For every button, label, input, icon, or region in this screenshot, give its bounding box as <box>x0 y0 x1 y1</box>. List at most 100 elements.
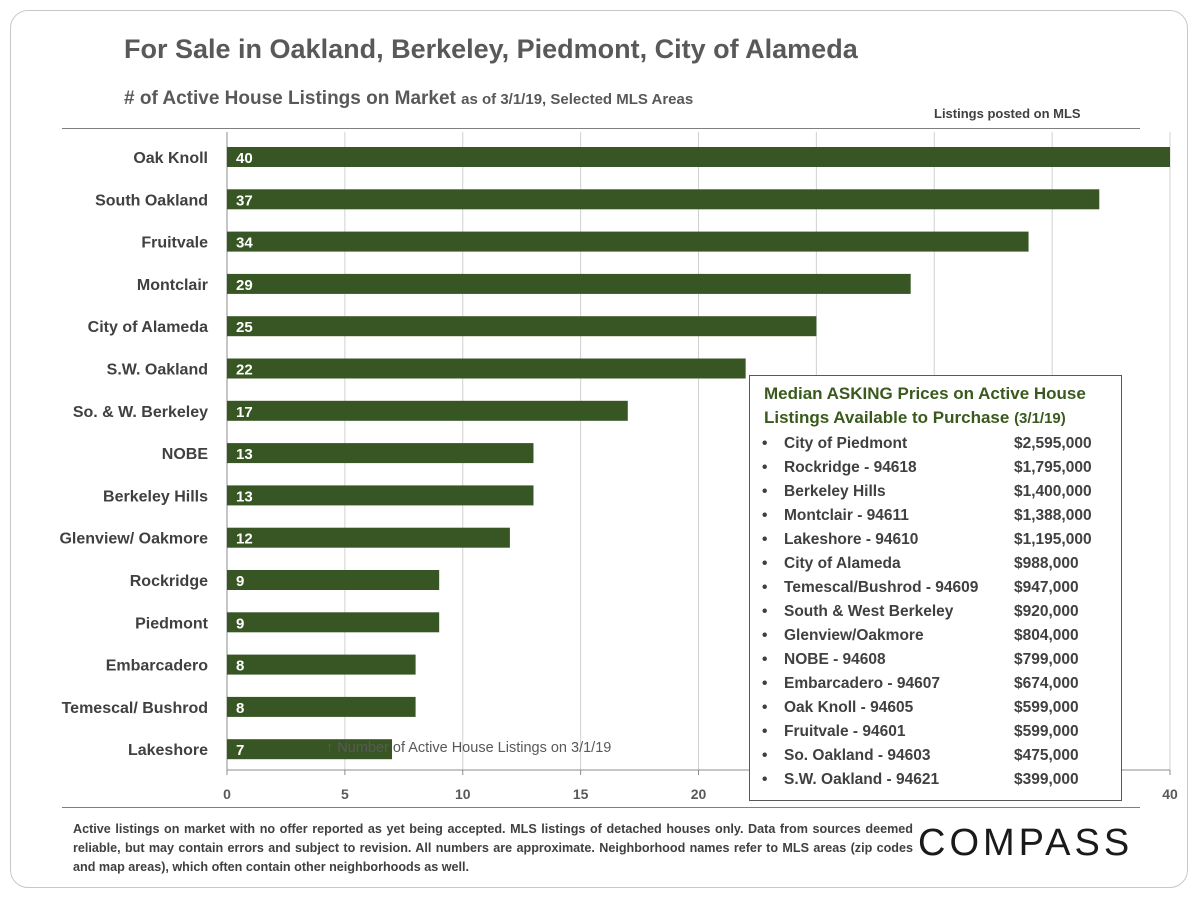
price-list-item: • S.W. Oakland - 94621 $399,000 <box>762 768 1113 792</box>
bullet-icon: • <box>762 627 768 644</box>
bullet-icon: • <box>762 651 768 668</box>
compass-logo: COMPASS <box>918 822 1134 864</box>
median-price: $1,388,000 <box>1014 507 1092 524</box>
category-label: Piedmont <box>135 615 209 632</box>
bullet-icon: • <box>762 483 768 500</box>
bullet-icon: • <box>762 435 768 452</box>
area-name: Oak Knoll - 94605 <box>784 699 914 716</box>
bullet-icon: • <box>762 771 768 788</box>
bar <box>227 570 440 590</box>
bar-value-label: 40 <box>236 150 253 167</box>
price-list-item: • Montclair - 94611 $1,388,000 <box>762 504 1113 528</box>
bar-value-label: 37 <box>236 192 253 209</box>
bar <box>227 443 534 464</box>
median-price-date: (3/1/19) <box>1014 410 1066 427</box>
median-price: $399,000 <box>1014 771 1079 788</box>
bar <box>227 358 746 379</box>
area-name: City of Piedmont <box>784 435 908 452</box>
median-price: $1,195,000 <box>1014 531 1092 548</box>
bar-value-label: 9 <box>236 615 244 632</box>
bars: 40 37 34 29 25 22 17 13 13 12 9 9 8 8 7 <box>227 147 1170 760</box>
posted-note: Listings posted on MLS <box>934 106 1081 121</box>
bar-value-label: 29 <box>236 277 253 294</box>
bullet-icon: • <box>762 699 768 716</box>
price-list-item: • Embarcadero - 94607 $674,000 <box>762 672 1113 696</box>
bar-value-label: 34 <box>236 235 253 252</box>
chart-annotation: ↑ Number of Active House Listings on 3/1… <box>326 740 611 756</box>
area-name: Embarcadero - 94607 <box>784 675 940 692</box>
bullet-icon: • <box>762 723 768 740</box>
median-price: $920,000 <box>1014 603 1079 620</box>
area-name: Temescal/Bushrod - 94609 <box>784 579 979 596</box>
x-tick-label: 20 <box>691 786 707 802</box>
category-label: Oak Knoll <box>133 150 208 167</box>
area-name: S.W. Oakland - 94621 <box>784 771 940 788</box>
category-label: Rockridge <box>130 573 208 590</box>
bottom-divider <box>62 807 1140 808</box>
bullet-icon: • <box>762 747 768 764</box>
bar-value-label: 12 <box>236 531 253 548</box>
bullet-icon: • <box>762 459 768 476</box>
price-list-item: • So. Oakland - 94603 $475,000 <box>762 744 1113 768</box>
category-label: Embarcadero <box>106 658 208 675</box>
price-list-item: • Berkeley Hills $1,400,000 <box>762 480 1113 504</box>
subtitle-main: # of Active House Listings on Market <box>124 88 456 109</box>
bar <box>227 485 534 506</box>
x-tick-label: 40 <box>1162 786 1178 802</box>
x-tick-label: 15 <box>573 786 589 802</box>
bullet-icon: • <box>762 579 768 596</box>
category-label: Temescal/ Bushrod <box>62 700 208 717</box>
category-label: City of Alameda <box>88 319 208 336</box>
category-label: So. & W. Berkeley <box>73 404 208 421</box>
category-label: Berkeley Hills <box>103 488 208 505</box>
category-label: Montclair <box>137 277 208 294</box>
bar <box>227 739 393 760</box>
bullet-icon: • <box>762 531 768 548</box>
median-price-title-text: Median ASKING Prices on Active House Lis… <box>764 384 1086 427</box>
bar <box>227 612 440 633</box>
price-list-item: • Rockridge - 94618 $1,795,000 <box>762 456 1113 480</box>
category-label: Fruitvale <box>141 235 208 252</box>
median-price-title: Median ASKING Prices on Active House Lis… <box>764 382 1114 431</box>
x-tick-label: 5 <box>341 786 349 802</box>
bar-value-label: 7 <box>236 742 244 759</box>
bar <box>227 147 1170 167</box>
median-price: $799,000 <box>1014 651 1079 668</box>
area-name: South & West Berkeley <box>784 603 954 620</box>
median-price: $947,000 <box>1014 579 1079 596</box>
bar-value-label: 13 <box>236 446 253 463</box>
footnote: Active listings on market with no offer … <box>73 822 913 874</box>
bar <box>227 696 416 717</box>
category-label: South Oakland <box>95 192 208 209</box>
area-name: Lakeshore - 94610 <box>784 531 919 548</box>
median-price: $674,000 <box>1014 675 1079 692</box>
median-price: $599,000 <box>1014 723 1079 740</box>
bar-value-label: 8 <box>236 700 244 717</box>
category-label: NOBE <box>162 446 209 463</box>
category-label: Lakeshore <box>128 742 208 759</box>
price-list-item: • NOBE - 94608 $799,000 <box>762 648 1113 672</box>
area-name: City of Alameda <box>784 555 901 572</box>
bar-value-label: 9 <box>236 573 244 590</box>
bar-value-label: 8 <box>236 658 244 675</box>
category-label: Glenview/ Oakmore <box>59 531 208 548</box>
bar-value-label: 17 <box>236 404 253 421</box>
bar-value-label: 22 <box>236 362 253 379</box>
bar <box>227 231 1029 252</box>
bar <box>227 654 416 675</box>
price-list-item: • Glenview/Oakmore $804,000 <box>762 624 1113 648</box>
price-list-item: • Fruitvale - 94601 $599,000 <box>762 720 1113 744</box>
category-label: S.W. Oakland <box>107 362 208 379</box>
x-tick-label: 10 <box>455 786 471 802</box>
area-name: Fruitvale - 94601 <box>784 723 906 740</box>
bullet-icon: • <box>762 675 768 692</box>
bar <box>227 273 911 294</box>
median-price-box: Median ASKING Prices on Active House Lis… <box>749 375 1122 801</box>
x-tick-label: 0 <box>223 786 231 802</box>
area-name: NOBE - 94608 <box>784 651 886 668</box>
area-name: Montclair - 94611 <box>784 507 909 524</box>
price-list-item: • Temescal/Bushrod - 94609 $947,000 <box>762 576 1113 600</box>
price-list-item: • South & West Berkeley $920,000 <box>762 600 1113 624</box>
median-price-list: • City of Piedmont $2,595,000 • Rockridge - … <box>762 432 1113 792</box>
